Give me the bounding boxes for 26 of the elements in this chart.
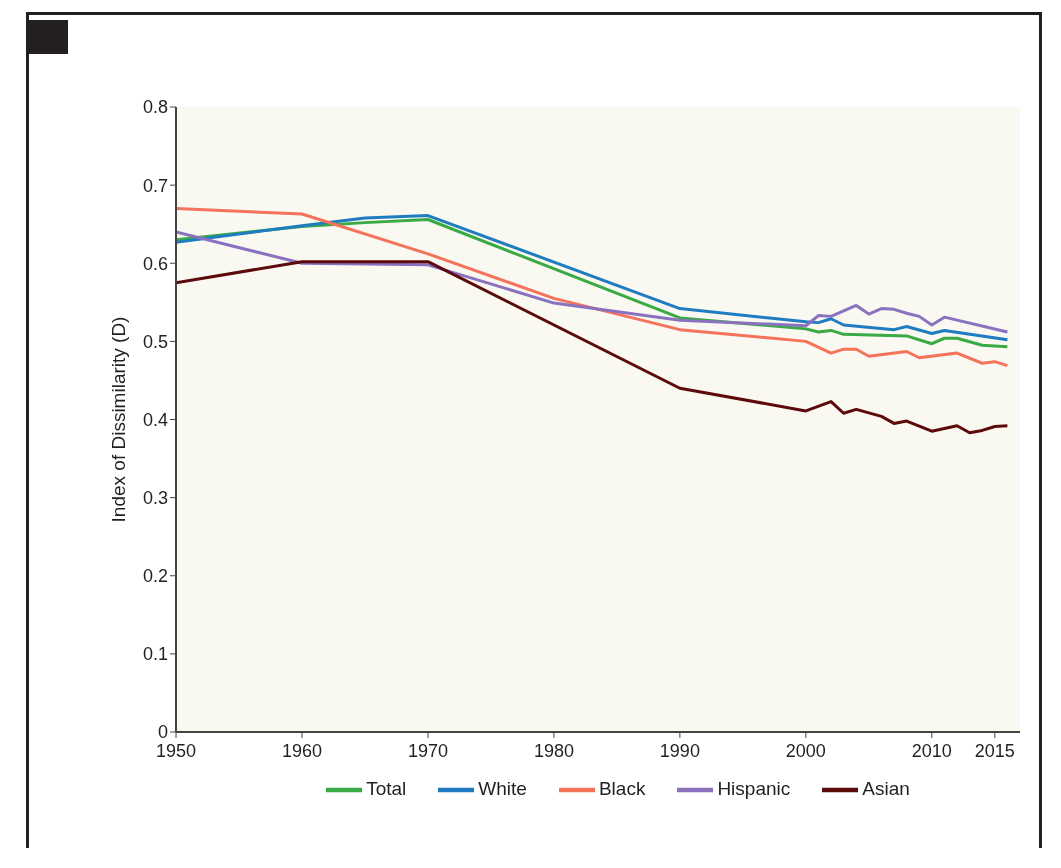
x-tick-label: 1970	[407, 740, 448, 761]
y-tick-label: 0.4	[142, 409, 168, 430]
legend-label: Total	[366, 778, 407, 800]
x-tick-label: 2015	[974, 740, 1015, 761]
x-tick-label: 1950	[155, 740, 197, 761]
x-tick-label: 1980	[533, 740, 574, 761]
legend-label: Hispanic	[717, 778, 791, 800]
y-tick-label: 0.3	[142, 488, 168, 509]
x-tick-label: 2000	[785, 740, 826, 761]
line-series	[176, 207, 1009, 368]
x-tick-label: 1960	[281, 740, 322, 761]
y-tick-label: 0.7	[142, 175, 168, 196]
y-tick-label: 0.6	[142, 253, 168, 274]
y-tick-label: 0.1	[142, 644, 168, 665]
y-tick-label: 0	[157, 722, 168, 743]
y-tick-label: 0.8	[142, 97, 168, 118]
line-series	[176, 230, 1009, 334]
y-tick-label: 0.2	[142, 566, 168, 587]
legend-label: Asian	[862, 778, 910, 800]
x-tick-label: 2010	[911, 740, 952, 761]
y-tick-label: 0.5	[142, 331, 168, 352]
legend-label: White	[478, 778, 527, 800]
line-series	[176, 260, 1009, 435]
y-axis-title: Index of Dissimilarity (D)	[107, 316, 129, 523]
x-tick-label: 1990	[659, 740, 700, 761]
legend-label: Black	[598, 778, 646, 800]
